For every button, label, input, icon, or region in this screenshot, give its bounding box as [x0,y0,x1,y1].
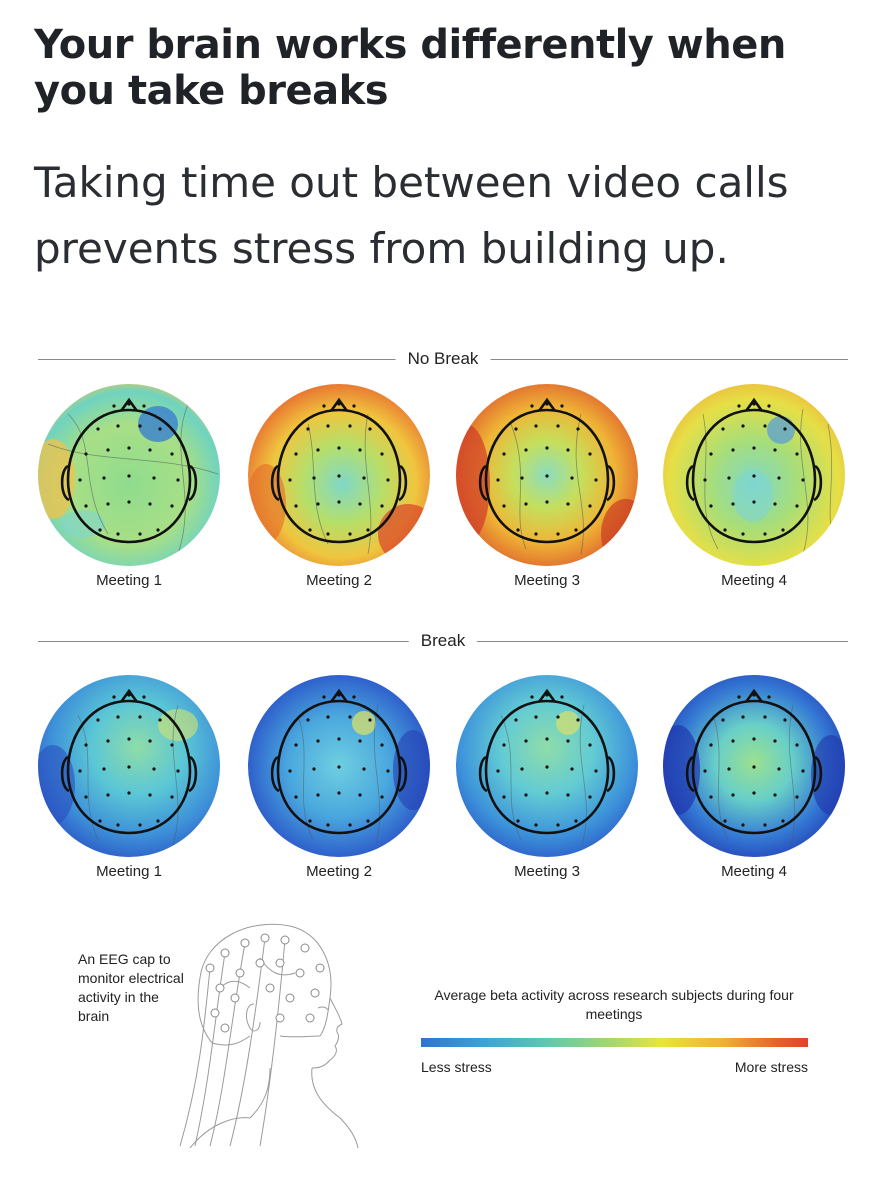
topomap-break-meeting-2: Meeting 2 [248,675,430,890]
legend-high-label: More stress [734,1059,808,1075]
meeting-label: Meeting 4 [721,572,787,589]
section-label-no-break: No Break [395,347,491,371]
topomap-row-break: Meeting 1 [38,675,850,890]
eeg-cap-illustration-icon [179,923,359,1148]
section-label-break: Break [408,629,478,653]
topomap-row-no-break: Meeting 1 [38,384,850,599]
eeg-caption: An EEG cap to monitor electrical activit… [78,951,184,1024]
meeting-label: Meeting 2 [306,863,372,880]
brain-topomap-icon [38,384,220,566]
meeting-label: Meeting 3 [514,863,580,880]
section-header-break: Break [38,629,848,653]
section-header-no-break: No Break [38,347,848,371]
topomap-break-meeting-4: Meeting 4 [663,675,845,890]
meeting-label: Meeting 1 [96,863,162,880]
brain-topomap-icon [248,384,430,566]
topomap-no-break-meeting-2: Meeting 2 [248,384,430,599]
subheadline: Taking time out between video calls prev… [34,158,789,273]
stress-color-scale [421,1038,808,1047]
brain-topomap-icon [456,384,638,566]
headline: Your brain works differently when you ta… [34,22,786,114]
brain-topomap-icon [663,675,845,857]
topomap-no-break-meeting-3: Meeting 3 [456,384,638,599]
legend-low-label: Less stress [421,1059,492,1075]
topomap-break-meeting-3: Meeting 3 [456,675,638,890]
brain-topomap-icon [663,384,845,566]
meeting-label: Meeting 3 [514,572,580,589]
topomap-no-break-meeting-1: Meeting 1 [38,384,220,599]
legend-title: Average beta activity across research su… [434,987,794,1022]
meeting-label: Meeting 2 [306,572,372,589]
brain-topomap-icon [38,675,220,857]
brain-topomap-icon [456,675,638,857]
brain-topomap-icon [248,675,430,857]
meeting-label: Meeting 1 [96,572,162,589]
topomap-no-break-meeting-4: Meeting 4 [663,384,845,599]
topomap-break-meeting-1: Meeting 1 [38,675,220,890]
meeting-label: Meeting 4 [721,863,787,880]
